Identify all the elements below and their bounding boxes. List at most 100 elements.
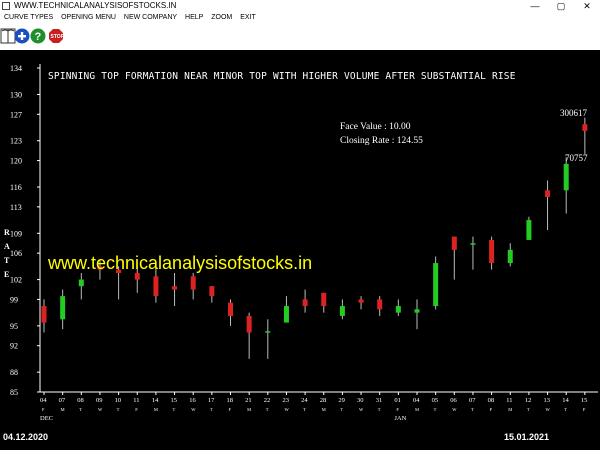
book-icon[interactable] (0, 28, 16, 44)
y-tick-label: 127 (10, 110, 22, 119)
close-button[interactable]: ✕ (583, 1, 591, 11)
candle-body (302, 299, 308, 307)
x-tick-label: 04 (413, 397, 420, 404)
x-tick-label: 14 (152, 397, 159, 404)
x-tick-label: 06 (450, 397, 457, 404)
candle-body (283, 306, 289, 323)
candle-body (339, 306, 345, 316)
x-tick-label: 08 (488, 397, 495, 404)
y-tick-label: 113 (10, 203, 22, 212)
x-tick-label: 29 (338, 397, 345, 404)
app-icon (2, 2, 10, 10)
x-day-label: T (378, 407, 381, 412)
x-day-label: F (583, 407, 586, 412)
candle-body (433, 263, 439, 307)
candle-body (377, 299, 383, 310)
volume-label-1: 300617 (560, 108, 587, 118)
x-tick-label: 15 (581, 397, 588, 404)
minimize-button[interactable]: — (530, 1, 540, 11)
x-tick-label: 07 (59, 397, 66, 404)
x-tick-label: 10 (115, 397, 122, 404)
x-tick-label: 16 (189, 397, 196, 404)
x-day-label: T (79, 407, 82, 412)
toolbar: ? STOP (0, 24, 600, 50)
x-tick-label: 04 (40, 397, 47, 404)
x-day-label: M (247, 407, 251, 412)
x-tick-label: 23 (282, 397, 289, 404)
x-day-label: F (42, 407, 45, 412)
month-dec-label: DEC (40, 415, 53, 422)
candle-body (470, 243, 476, 245)
candle-body (116, 269, 122, 273)
chart-area (0, 50, 600, 450)
x-tick-label: 13 (544, 397, 551, 404)
x-day-label: T (471, 407, 474, 412)
candle-body (153, 276, 159, 297)
x-day-label: T (434, 407, 437, 412)
x-tick-label: 07 (469, 397, 476, 404)
toolbar-icons: ? STOP (0, 28, 65, 44)
candle-body (190, 276, 196, 290)
candle-body (246, 315, 252, 333)
x-day-label: F (135, 407, 138, 412)
help-icon[interactable]: ? (30, 28, 46, 44)
candle-body (526, 220, 532, 240)
menu-opening-menu[interactable]: OPENING MENU (61, 14, 116, 21)
y-tick-label: 116 (10, 183, 22, 192)
maximize-button[interactable]: ▢ (556, 1, 566, 11)
window-controls: — ▢ ✕ (522, 0, 600, 12)
rate-label-letter: T (4, 256, 10, 265)
x-day-label: M (322, 407, 326, 412)
x-day-label: M (508, 407, 512, 412)
x-day-label: M (61, 407, 65, 412)
x-tick-label: 22 (264, 397, 271, 404)
y-tick-label: 85 (10, 388, 18, 397)
x-tick-label: 17 (208, 397, 215, 404)
x-day-label: F (229, 407, 232, 412)
date-start: 04.12.2020 (3, 432, 49, 442)
x-tick-label: 24 (301, 397, 308, 404)
rate-label-letter: A (4, 242, 10, 251)
candle-body (489, 239, 495, 264)
menu-exit[interactable]: EXIT (240, 14, 256, 21)
candle-body (41, 306, 47, 323)
candle-body (414, 309, 420, 313)
x-day-label: W (98, 407, 103, 412)
menu-curve-types[interactable]: CURVE TYPES (4, 14, 54, 21)
menu-help[interactable]: HELP (185, 14, 204, 21)
candle-body (582, 124, 588, 131)
x-tick-label: 30 (357, 397, 364, 404)
menu-zoom[interactable]: ZOOM (211, 14, 233, 21)
x-day-label: W (284, 407, 289, 412)
x-day-label: M (415, 407, 419, 412)
closing-rate: Closing Rate : 124.55 (340, 136, 423, 146)
x-day-label: T (303, 407, 306, 412)
stop-icon[interactable]: STOP (49, 29, 65, 43)
candlestick-chart: 8588929599102106109113116120123127130134… (4, 64, 598, 422)
candle-body (228, 302, 233, 316)
stop-icon-label: STOP (51, 34, 65, 40)
x-tick-label: 12 (525, 397, 532, 404)
x-day-label: T (527, 407, 530, 412)
candle-body (78, 279, 84, 287)
date-end: 15.01.2021 (504, 432, 550, 442)
y-tick-label: 106 (10, 249, 22, 258)
y-tick-label: 92 (10, 342, 18, 351)
x-day-label: T (210, 407, 213, 412)
help-icon-label: ? (35, 31, 42, 43)
x-tick-label: 11 (133, 397, 139, 404)
rate-label-letter: E (4, 270, 9, 279)
x-day-label: W (359, 407, 364, 412)
x-tick-label: 28 (320, 397, 327, 404)
menu-new-company[interactable]: NEW COMPANY (123, 14, 178, 21)
menu-bar: CURVE TYPES OPENING MENU NEW COMPANY HEL… (0, 12, 600, 24)
plus-icon[interactable] (14, 28, 30, 44)
window-title: WWW.TECHNICALANALYSISOFSTOCKS.IN (14, 1, 177, 10)
x-day-label: M (154, 407, 158, 412)
rate-label-letter: R (4, 228, 10, 237)
x-tick-label: 15 (171, 397, 178, 404)
y-tick-label: 95 (10, 322, 18, 331)
chart-title: MAHASTEEL (146, 28, 243, 45)
x-day-label: T (266, 407, 269, 412)
x-day-label: T (340, 407, 343, 412)
